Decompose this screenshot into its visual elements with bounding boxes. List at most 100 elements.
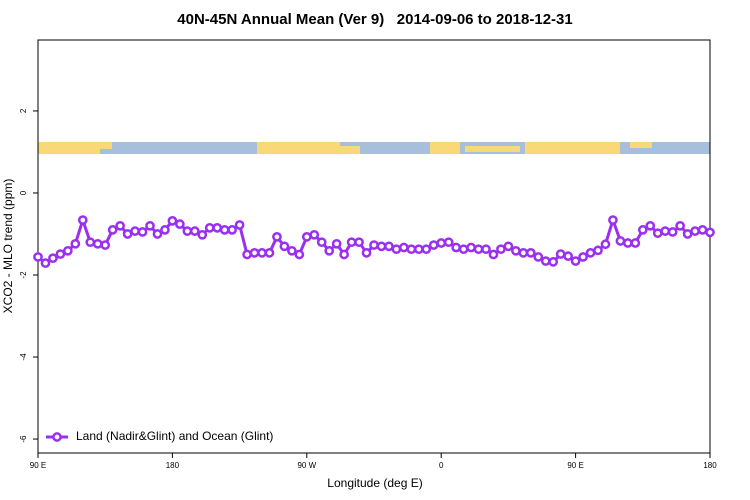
- data-point: [55, 249, 66, 259]
- data-point: [137, 227, 148, 237]
- data-point: [33, 252, 43, 262]
- data-point: [70, 238, 81, 249]
- data-point: [92, 238, 103, 249]
- data-point: [107, 225, 118, 235]
- data-point: [667, 227, 678, 237]
- data-point: [331, 238, 342, 249]
- data-point: [204, 222, 215, 233]
- data-point: [227, 225, 237, 235]
- data-point: [324, 245, 335, 256]
- data-point: [436, 238, 447, 248]
- x-tick-label: 90 E: [567, 461, 583, 470]
- data-point: [570, 256, 581, 266]
- data-point: [451, 242, 461, 253]
- data-point: [503, 241, 514, 252]
- data-point: [77, 215, 88, 225]
- data-point: [399, 242, 409, 253]
- x-tick-label: 90 E: [30, 461, 46, 470]
- data-point: [690, 226, 700, 236]
- data-point: [346, 237, 357, 248]
- data-point: [675, 220, 685, 231]
- data-point: [272, 232, 282, 242]
- chart-title: 40N-45N Annual Mean (Ver 9) 2014-09-06 t…: [177, 11, 572, 28]
- legend-label: Land (Nadir&Glint) and Ocean (Glint): [76, 429, 273, 443]
- data-point: [593, 245, 603, 256]
- data-point: [294, 249, 305, 260]
- data-point: [578, 252, 588, 262]
- data-point: [555, 249, 566, 259]
- data-point: [145, 220, 155, 231]
- data-point: [458, 244, 469, 255]
- data-point: [257, 248, 267, 258]
- data-point: [540, 256, 551, 266]
- data-point: [122, 229, 133, 239]
- data-point: [384, 241, 394, 252]
- data-point: [316, 237, 327, 248]
- data-point: [428, 240, 439, 250]
- data-point: [100, 240, 111, 250]
- data-point: [481, 244, 491, 255]
- data-point: [167, 216, 178, 226]
- data-point: [249, 248, 260, 258]
- data-point: [391, 244, 402, 255]
- data-point: [525, 248, 536, 258]
- plot-frame: [37, 39, 711, 454]
- data-point: [212, 222, 223, 233]
- data-point: [443, 237, 454, 248]
- data-point: [511, 245, 521, 256]
- legend-marker: [52, 432, 62, 442]
- data-point: [130, 226, 140, 236]
- data-point: [264, 248, 275, 258]
- data-point: [309, 229, 320, 240]
- data-point: [548, 257, 559, 267]
- data-point: [608, 215, 618, 225]
- data-point: [160, 225, 170, 235]
- x-axis-label: Longitude (deg E): [327, 476, 422, 490]
- data-point: [533, 252, 544, 262]
- x-tick-label: 0: [439, 461, 444, 470]
- x-tick-label: 90 W: [297, 461, 316, 470]
- data-point: [637, 225, 648, 235]
- data-point: [40, 258, 51, 268]
- data-point: [615, 236, 626, 246]
- data-point: [234, 220, 245, 230]
- y-tick-label: -6: [19, 435, 28, 443]
- data-point: [175, 219, 185, 229]
- data-point: [585, 248, 596, 258]
- data-point: [518, 248, 529, 258]
- data-point: [152, 229, 163, 239]
- data-point: [115, 220, 125, 231]
- y-tick-label: -2: [19, 271, 28, 279]
- data-point: [219, 225, 230, 235]
- data-point: [421, 244, 432, 255]
- y-axis-label: XCO2 - MLO trend (ppm): [1, 179, 15, 314]
- surface-strip: [38, 142, 710, 154]
- y-tick-label: 2: [19, 108, 28, 113]
- data-point: [85, 237, 96, 248]
- data-point: [242, 249, 252, 260]
- x-tick-label: 180: [166, 461, 180, 470]
- data-point: [705, 227, 715, 238]
- data-point: [623, 238, 633, 248]
- data-point: [279, 241, 290, 252]
- data-point: [287, 245, 297, 256]
- data-point: [496, 244, 506, 255]
- data-point: [563, 251, 573, 261]
- y-tick-label: 0: [19, 190, 28, 195]
- data-point: [660, 226, 671, 236]
- data-point: [413, 244, 424, 255]
- data-point: [488, 249, 499, 260]
- data-point: [697, 225, 708, 235]
- data-point: [645, 220, 656, 231]
- y-tick-label: -4: [19, 353, 28, 361]
- data-point: [682, 229, 693, 239]
- data-point: [361, 248, 372, 258]
- data-point: [197, 229, 208, 240]
- data-point: [182, 226, 193, 236]
- data-point: [473, 244, 484, 255]
- data-point: [630, 238, 641, 248]
- data-point: [376, 241, 387, 252]
- data-point: [652, 228, 663, 239]
- data-point: [63, 245, 73, 256]
